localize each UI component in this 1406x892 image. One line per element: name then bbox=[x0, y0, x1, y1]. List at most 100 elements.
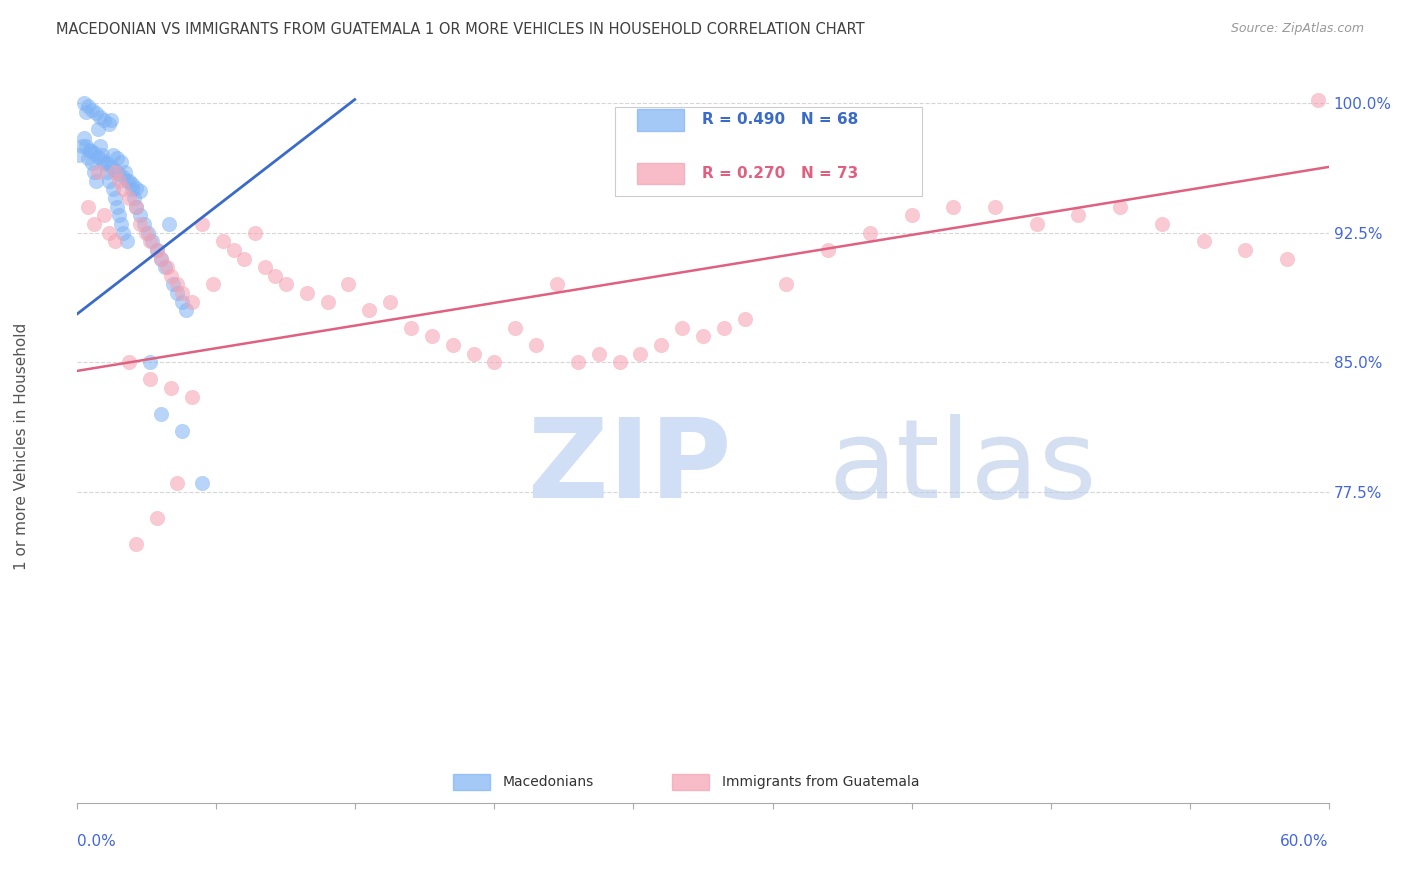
Point bbox=[157, 217, 180, 231]
Point bbox=[129, 184, 152, 198]
Point bbox=[79, 143, 101, 157]
Point bbox=[76, 99, 98, 113]
Point bbox=[1234, 243, 1257, 257]
Point bbox=[1192, 234, 1215, 248]
Point bbox=[170, 425, 193, 439]
Point bbox=[166, 277, 188, 292]
Point bbox=[72, 95, 94, 110]
FancyBboxPatch shape bbox=[616, 107, 922, 196]
Point bbox=[484, 355, 506, 369]
Point bbox=[139, 355, 162, 369]
Point bbox=[942, 200, 965, 214]
Point bbox=[630, 346, 652, 360]
Point bbox=[84, 106, 107, 120]
Point bbox=[105, 200, 128, 214]
Text: Source: ZipAtlas.com: Source: ZipAtlas.com bbox=[1230, 22, 1364, 36]
Point bbox=[121, 178, 143, 192]
Point bbox=[104, 165, 127, 179]
Point bbox=[420, 329, 443, 343]
Point bbox=[505, 320, 527, 334]
Point bbox=[399, 320, 422, 334]
Point bbox=[76, 151, 98, 165]
Point bbox=[125, 200, 148, 214]
Point bbox=[132, 217, 155, 231]
Point bbox=[1275, 252, 1298, 266]
Point bbox=[112, 170, 135, 185]
Text: R = 0.270   N = 73: R = 0.270 N = 73 bbox=[702, 166, 858, 181]
Point bbox=[181, 390, 204, 404]
Point bbox=[174, 303, 197, 318]
Point bbox=[253, 260, 276, 275]
Point bbox=[1150, 217, 1173, 231]
Point bbox=[129, 208, 152, 222]
Point bbox=[80, 156, 103, 170]
Point bbox=[166, 476, 188, 491]
Point bbox=[359, 303, 381, 318]
Point bbox=[76, 200, 98, 214]
Point bbox=[149, 252, 172, 266]
Point bbox=[87, 165, 110, 179]
Point bbox=[609, 355, 631, 369]
Point bbox=[125, 536, 148, 550]
Point bbox=[160, 381, 183, 395]
Point bbox=[89, 110, 111, 124]
Point bbox=[139, 372, 162, 386]
Point bbox=[145, 243, 167, 257]
Point bbox=[139, 234, 162, 248]
Point bbox=[104, 163, 127, 178]
Point bbox=[149, 407, 172, 421]
Point bbox=[588, 346, 610, 360]
Point bbox=[135, 226, 157, 240]
Point bbox=[201, 277, 224, 292]
Point bbox=[671, 320, 693, 334]
Point bbox=[1025, 217, 1047, 231]
Point bbox=[89, 139, 111, 153]
Point bbox=[121, 182, 143, 196]
Point bbox=[692, 329, 714, 343]
Point bbox=[129, 217, 152, 231]
Point bbox=[117, 234, 139, 248]
Point bbox=[900, 208, 922, 222]
Point bbox=[70, 139, 93, 153]
Point bbox=[524, 338, 547, 352]
Point bbox=[96, 165, 118, 179]
Point bbox=[125, 180, 148, 194]
Point bbox=[101, 148, 124, 162]
Point bbox=[91, 153, 114, 167]
Point bbox=[79, 145, 101, 159]
Text: 0.0%: 0.0% bbox=[77, 834, 117, 849]
Point bbox=[104, 234, 127, 248]
FancyBboxPatch shape bbox=[453, 774, 491, 790]
Point bbox=[125, 200, 148, 214]
Point bbox=[181, 294, 204, 309]
Point bbox=[67, 148, 90, 162]
Point bbox=[149, 252, 172, 266]
Point bbox=[713, 320, 735, 334]
Point bbox=[105, 151, 128, 165]
Point bbox=[141, 234, 163, 248]
Point bbox=[243, 226, 266, 240]
Point bbox=[114, 165, 136, 179]
Point bbox=[166, 286, 188, 301]
Point bbox=[264, 268, 287, 283]
Point bbox=[96, 156, 118, 170]
Point bbox=[93, 113, 115, 128]
Point bbox=[118, 191, 141, 205]
Point bbox=[984, 200, 1007, 214]
Point bbox=[83, 165, 105, 179]
Point bbox=[110, 154, 132, 169]
Point bbox=[156, 260, 179, 275]
Point bbox=[110, 217, 132, 231]
Point bbox=[734, 312, 756, 326]
Text: Immigrants from Guatemala: Immigrants from Guatemala bbox=[721, 775, 920, 789]
Text: 60.0%: 60.0% bbox=[1281, 834, 1329, 849]
Point bbox=[108, 208, 131, 222]
Text: atlas: atlas bbox=[828, 414, 1097, 521]
Point bbox=[463, 346, 485, 360]
Point bbox=[160, 268, 183, 283]
Point bbox=[1067, 208, 1090, 222]
Point bbox=[93, 208, 115, 222]
Point bbox=[775, 277, 797, 292]
Point bbox=[191, 476, 214, 491]
Point bbox=[316, 294, 339, 309]
